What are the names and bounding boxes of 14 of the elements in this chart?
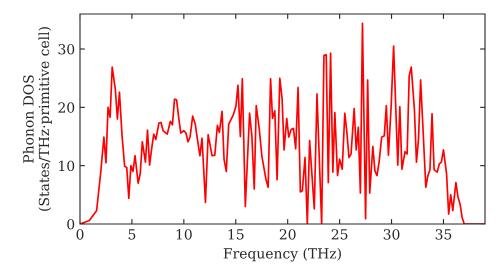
x-tick-label: 10 — [176, 229, 192, 240]
x-tick-label: 30 — [384, 229, 400, 240]
x-tick-label: 25 — [332, 229, 348, 240]
x-tick-label: 15 — [228, 229, 244, 240]
y-tick-label: 30 — [58, 44, 74, 54]
y-axis-title: Phonon DOS (States/THz·primitive cell) — [22, 27, 52, 211]
x-tick-label: 0 — [76, 229, 84, 240]
y-tick-label: 0 — [67, 218, 74, 230]
x-tick-label: 20 — [280, 229, 296, 240]
x-axis-title: Frequency (THz) — [224, 248, 341, 262]
y-tick-label: 20 — [58, 102, 74, 113]
x-tick-label: 35 — [436, 229, 452, 240]
y-tick-label: 10 — [59, 160, 74, 172]
x-tick-label: 5 — [128, 229, 136, 240]
